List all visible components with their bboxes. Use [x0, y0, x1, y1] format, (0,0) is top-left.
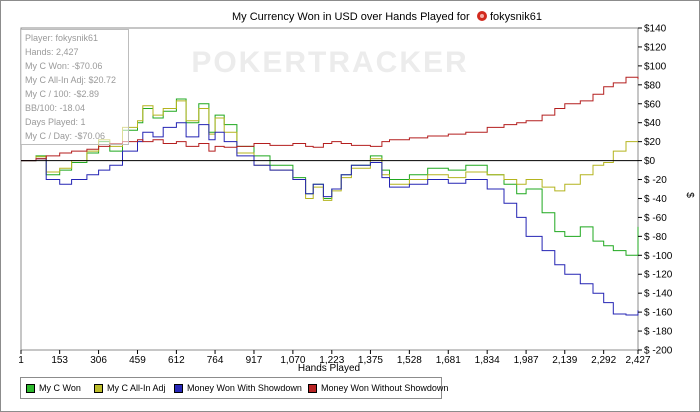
- y-tick-label: $60: [644, 99, 661, 110]
- y-tick-label: $140: [644, 24, 667, 35]
- stat-per-day: My C / Day: -$70.06: [25, 131, 106, 141]
- x-tick-label: 2,292: [591, 355, 616, 366]
- y-tick-label: $100: [644, 61, 667, 72]
- stat-player: Player: fokysnik61: [25, 33, 99, 43]
- y-tick-label: $ -20: [644, 175, 667, 186]
- x-tick-label: 612: [168, 355, 185, 366]
- legend-swatch: [174, 383, 183, 393]
- chart-title-player: fokysnik61: [490, 11, 542, 23]
- x-tick-label: 1,070: [280, 355, 305, 366]
- stat-won: My C Won: -$70.06: [25, 61, 103, 71]
- legend-swatch: [94, 383, 103, 393]
- y-tick-label: $ -60: [644, 213, 667, 224]
- chart-title: My Currency Won in USD over Hands Played…: [232, 11, 470, 23]
- y-tick-label: $40: [644, 118, 661, 129]
- x-tick-label: 2,427: [625, 355, 650, 366]
- watermark: POKERTRACKER: [191, 46, 468, 79]
- legend-item-with-showdown: Money Won With Showdown: [174, 382, 302, 394]
- y-tick-label: $20: [644, 137, 661, 148]
- y-axis: $140 $120 $100 $80 $60 $40 $20 $0 $ -20 $ -40 $ -6…: [638, 24, 673, 357]
- x-tick-label: 1,223: [319, 355, 344, 366]
- y-tick-label: $ -160: [644, 308, 673, 319]
- x-tick-label: 2,139: [552, 355, 577, 366]
- legend: My C Won My C All-In Adj Money Won With …: [20, 377, 448, 399]
- x-tick-label: 459: [129, 355, 146, 366]
- y-axis-label: $: [684, 192, 695, 198]
- legend-label: Money Won With Showdown: [187, 383, 302, 393]
- y-tick-label: $ -200: [644, 346, 673, 357]
- x-tick-label: 1,375: [358, 355, 383, 366]
- stat-allin-adj: My C All-In Adj: $20.72: [25, 75, 117, 85]
- legend-item-all-in-adj: My C All-In Adj: [94, 382, 166, 394]
- legend-item-without-showdown: Money Won Without Showdown: [308, 382, 448, 394]
- x-tick-label: 1,528: [397, 355, 422, 366]
- plot-area: [20, 27, 639, 351]
- y-tick-label: $ -120: [644, 270, 673, 281]
- x-axis-label: Hands Played: [298, 363, 360, 374]
- x-tick-label: 1,681: [436, 355, 461, 366]
- y-tick-label: $120: [644, 42, 667, 53]
- x-tick-label: 1: [18, 355, 24, 366]
- legend-item-my-c-won: My C Won: [26, 382, 81, 394]
- legend-swatch: [308, 383, 317, 393]
- legend-swatch: [26, 383, 35, 393]
- player-stats-box: Player: fokysnik61 Hands: 2,427 My C Won…: [20, 29, 129, 145]
- x-tick-label: 1,834: [475, 355, 500, 366]
- y-tick-label: $ -180: [644, 327, 673, 338]
- x-axis: 1 153 306 459 612 764 917 1,070 1,223 1,375 1,528 1…: [18, 350, 651, 366]
- y-tick-label: $ -100: [644, 251, 673, 262]
- poker-chip-icon: [477, 11, 487, 21]
- stat-per-100: My C / 100: -$2.89: [25, 89, 100, 99]
- legend-label: My C Won: [39, 383, 81, 393]
- y-tick-label: $ -140: [644, 289, 673, 300]
- x-tick-label: 306: [90, 355, 107, 366]
- stat-bb-100: BB/100: -18.04: [25, 103, 86, 113]
- x-tick-label: 1,987: [514, 355, 539, 366]
- legend-label: Money Won Without Showdown: [321, 383, 449, 393]
- stat-days-played: Days Played: 1: [25, 117, 86, 127]
- legend-label: My C All-In Adj: [107, 383, 166, 393]
- x-tick-label: 764: [207, 355, 224, 366]
- stat-hands: Hands: 2,427: [25, 47, 79, 57]
- y-tick-label: $ -40: [644, 194, 667, 205]
- x-tick-label: 917: [246, 355, 263, 366]
- series-line-2: [21, 122, 639, 316]
- y-tick-label: $80: [644, 80, 661, 91]
- x-tick-label: 153: [51, 355, 68, 366]
- y-tick-label: $ -80: [644, 232, 667, 243]
- y-tick-label: $0: [644, 156, 656, 167]
